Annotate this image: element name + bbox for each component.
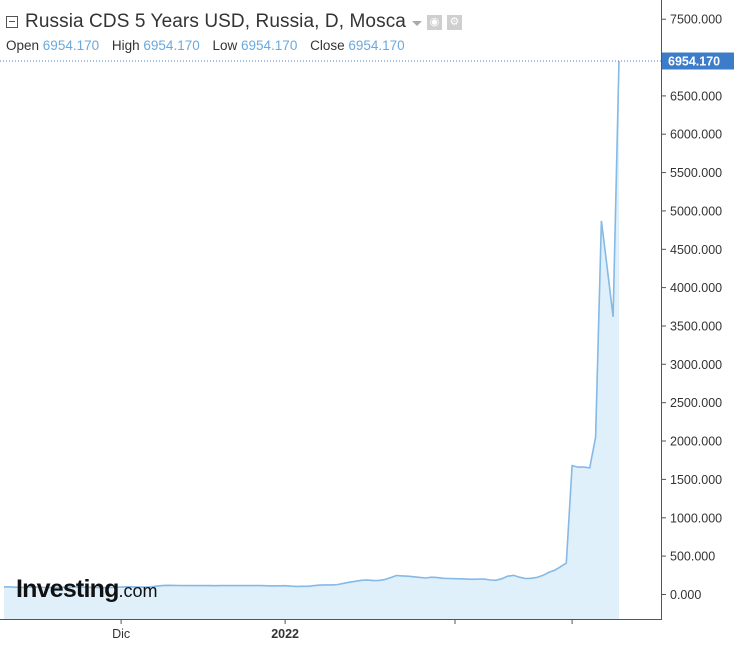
y-tick-label: 2500.000 [670, 396, 722, 410]
open-value: 6954.170 [42, 38, 100, 53]
eye-icon[interactable]: ◉ [426, 14, 442, 30]
last-price-label: 6954.170 [668, 55, 720, 69]
y-tick-label: 3500.000 [670, 320, 722, 334]
y-tick-label: 0.000 [670, 588, 701, 602]
chart-title: Russia CDS 5 Years USD, Russia, D, Mosca [25, 11, 406, 32]
y-tick-label: 4500.000 [670, 243, 722, 257]
chart-header: Russia CDS 5 Years USD, Russia, D, Mosca… [6, 10, 462, 53]
y-tick-label: 3000.000 [670, 358, 722, 372]
series-line [3, 60, 620, 589]
gear-icon[interactable]: ⚙ [446, 14, 462, 30]
title-row: Russia CDS 5 Years USD, Russia, D, Mosca… [6, 10, 462, 34]
y-tick-label: 1500.000 [670, 473, 722, 487]
low-value: 6954.170 [241, 38, 298, 53]
logo-suffix-text: .com [118, 581, 158, 601]
close-label: Close [310, 38, 345, 53]
y-tick-label: 6500.000 [670, 89, 722, 103]
high-value: 6954.170 [143, 38, 200, 53]
last-price-layer: 6954.170 [0, 52, 734, 70]
axis-layer: 0.000 500.000 1000.000 1500.000 2000.000 2500… [0, 0, 722, 641]
y-tick-label: 1000.000 [670, 511, 722, 525]
y-tick-label: 500.000 [670, 550, 715, 564]
y-tick-label: 2000.000 [670, 435, 722, 449]
collapse-icon[interactable] [6, 16, 18, 28]
y-tick-label: 4000.000 [670, 281, 722, 295]
area-layer [3, 60, 620, 619]
high-label: High [111, 38, 140, 53]
close-value: 6954.170 [348, 38, 405, 53]
logo-main-text: Investing [16, 575, 119, 603]
investing-logo: Investing.com [16, 575, 158, 604]
low-label: Low [212, 38, 238, 53]
ohlc-row: Open 6954.170 High 6954.170 Low 6954.170… [6, 38, 462, 53]
y-tick-label: 5000.000 [670, 204, 722, 218]
series-area-fill [4, 61, 619, 619]
x-tick-label: Dic [112, 627, 130, 641]
last-price-tag [662, 52, 734, 70]
y-tick-label: 5500.000 [670, 166, 722, 180]
y-tick-label: 7500.000 [670, 13, 722, 27]
chevron-down-icon[interactable] [411, 20, 422, 26]
x-tick-label: 2022 [271, 627, 299, 641]
y-tick-label: 6000.000 [670, 128, 722, 142]
open-label: Open [6, 38, 40, 53]
